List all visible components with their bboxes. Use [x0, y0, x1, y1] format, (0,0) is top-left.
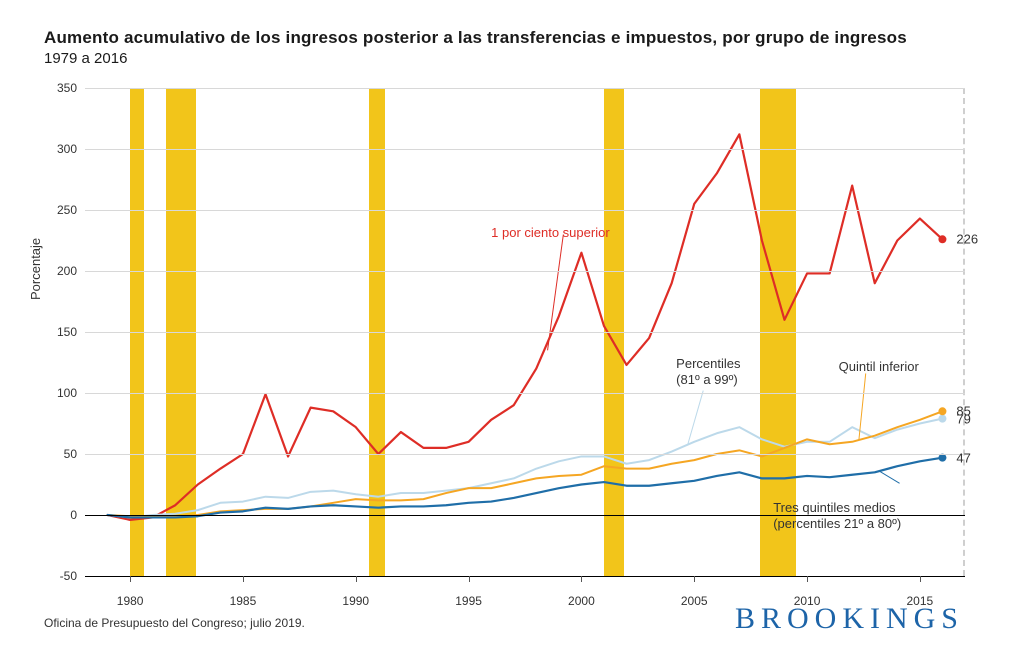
gridline — [85, 393, 965, 394]
annotation-p81-l2: (81º a 99º) — [676, 372, 738, 387]
annotation-middle-l1: Tres quintiles medios — [773, 500, 895, 515]
annotation-middle: Tres quintiles medios(percentiles 21º a … — [773, 500, 901, 531]
gridline — [85, 210, 965, 211]
gridline — [85, 332, 965, 333]
annotation-top1: 1 por ciento superior — [491, 225, 610, 241]
end-label-p81_99: 79 — [956, 411, 970, 426]
annotation-leader — [859, 373, 866, 439]
series-end-dot-top1 — [938, 235, 946, 243]
series-top1 — [108, 134, 943, 520]
y-tick-label: 50 — [47, 447, 77, 461]
y-axis-label: Porcentaje — [28, 238, 43, 300]
annotation-p81-l1: Percentiles — [676, 356, 740, 371]
chart-page: { "meta": { "title": "Aumento acumulativ… — [0, 0, 1024, 654]
x-tick — [694, 576, 695, 582]
chart-subtitle: 1979 a 2016 — [44, 50, 127, 67]
end-label-top1: 226 — [956, 232, 978, 247]
y-tick-label: 0 — [47, 508, 77, 522]
source-footnote: Oficina de Presupuesto del Congreso; jul… — [44, 616, 305, 630]
series-end-dot-p81_99 — [938, 415, 946, 423]
end-label-middle: 47 — [956, 450, 970, 465]
chart-area: -500501001502002503003501980198519901995… — [85, 88, 965, 576]
x-tick — [356, 576, 357, 582]
y-tick-label: 300 — [47, 142, 77, 156]
y-tick-label: 250 — [47, 203, 77, 217]
annotation-lowest: Quintil inferior — [839, 359, 919, 375]
x-tick-label: 1985 — [230, 594, 257, 608]
y-tick-label: 150 — [47, 325, 77, 339]
x-tick-label: 2000 — [568, 594, 595, 608]
annotation-middle-l2: (percentiles 21º a 80º) — [773, 516, 901, 531]
x-tick — [920, 576, 921, 582]
y-tick-label: -50 — [47, 569, 77, 583]
x-tick — [243, 576, 244, 582]
gridline — [85, 149, 965, 150]
chart-title: Aumento acumulativo de los ingresos post… — [44, 28, 907, 48]
x-tick — [130, 576, 131, 582]
annotation-p81: Percentiles(81º a 99º) — [676, 356, 740, 387]
x-axis-baseline — [85, 576, 965, 577]
brookings-logo: BROOKINGS — [735, 602, 964, 636]
annotation-leader — [879, 471, 899, 483]
y-tick-label: 200 — [47, 264, 77, 278]
x-tick — [469, 576, 470, 582]
y-tick-label: 350 — [47, 81, 77, 95]
gridline — [85, 88, 965, 89]
x-tick-label: 1990 — [342, 594, 369, 608]
gridline — [85, 271, 965, 272]
x-tick-label: 1995 — [455, 594, 482, 608]
x-tick — [581, 576, 582, 582]
y-tick-label: 100 — [47, 386, 77, 400]
x-tick — [807, 576, 808, 582]
series-end-dot-lowest — [938, 407, 946, 415]
x-tick-label: 1980 — [117, 594, 144, 608]
annotation-leader — [687, 391, 703, 446]
x-tick-label: 2005 — [681, 594, 708, 608]
gridline — [85, 454, 965, 455]
